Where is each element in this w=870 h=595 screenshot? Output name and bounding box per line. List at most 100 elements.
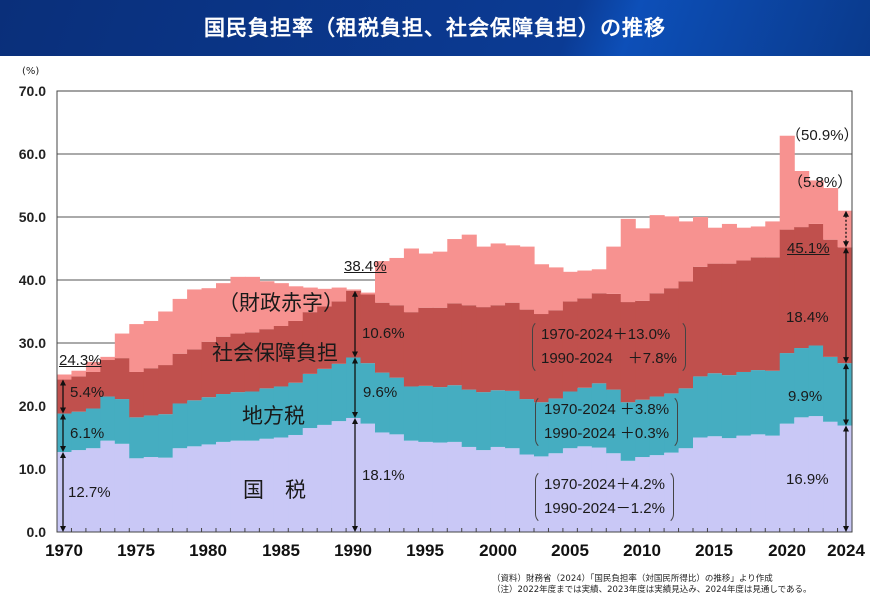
bar-segment-1979-s2: [187, 349, 203, 401]
bar-segment-1987-s1: [302, 373, 318, 429]
arrow-head-icon: [60, 526, 66, 532]
national-change-1970: 1970-2024＋4.2%: [544, 476, 665, 493]
x-tick: 1980: [189, 541, 227, 560]
bar-segment-2019-s0: [765, 435, 781, 532]
bar-segment-2010-s0: [635, 457, 651, 532]
bar-segment-1977-s3: [158, 311, 174, 366]
y-tick: 50.0: [18, 209, 46, 225]
bar-segment-1984-s0: [259, 438, 275, 532]
footnote: （注）2022年度までは実績、2023年度は実績見込み、2024年度は見通しであ…: [492, 585, 812, 595]
bar-segment-2014-s3: [693, 217, 709, 267]
arrow-head-icon: [60, 413, 66, 420]
bar-segment-1983-s2: [244, 332, 260, 392]
title-banner: 国民負担率（租税負担、社会保障負担）の推移: [0, 0, 870, 56]
bar-segment-1996-s1: [432, 387, 448, 443]
bar-segment-1995-s1: [418, 385, 434, 442]
bar-segment-1992-s3: [375, 261, 391, 303]
bar-segment-2005-s2: [562, 301, 578, 392]
bar-segment-2011-s1: [649, 396, 665, 456]
bar-segment-1985-s1: [273, 386, 289, 438]
bar-segment-1984-s3: [259, 281, 275, 330]
bar-segment-2022-s2: [808, 223, 824, 346]
bar-segment-1978-s3: [172, 298, 188, 354]
bar-segment-2011-s3: [649, 215, 665, 294]
bar-segment-1993-s1: [389, 377, 405, 435]
bar-segment-1997-s0: [447, 441, 463, 532]
bar-segment-2017-s3: [736, 227, 752, 261]
local-change-1970: 1970-2024 ＋3.8%: [544, 401, 670, 418]
y-tick: 10.0: [18, 461, 46, 477]
y-tick: 70.0: [18, 83, 46, 99]
bar-segment-1977-s2: [158, 365, 174, 415]
bar-segment-1998-s2: [461, 305, 477, 390]
ss-change-1990: 1990-2024 ＋7.8%: [541, 350, 677, 367]
x-tick: 2020: [768, 541, 806, 560]
x-tick: 2024: [827, 541, 865, 560]
bar-segment-2001-s2: [505, 302, 521, 391]
bar-segment-1971-s0: [71, 450, 87, 532]
bar-segment-1976-s2: [143, 368, 159, 416]
bar-segment-1989-s2: [331, 301, 347, 364]
bar-segment-1972-s0: [85, 448, 101, 532]
bar-segment-1985-s0: [273, 437, 289, 532]
label-1970-national: 12.7%: [68, 484, 111, 501]
bar-segment-2023-s0: [823, 421, 839, 532]
bar-segment-2001-s0: [505, 448, 521, 532]
arrow-head-icon: [60, 379, 66, 386]
bar-segment-2018-s3: [750, 226, 766, 258]
bar-segment-2021-s0: [794, 417, 810, 532]
bar-segment-2016-s1: [721, 375, 737, 439]
bar-segment-1988-s2: [317, 306, 333, 369]
bar-segment-2002-s1: [519, 399, 535, 455]
x-tick: 1985: [262, 541, 300, 560]
bar-segment-1994-s1: [403, 386, 419, 441]
bar-segment-2017-s0: [736, 435, 752, 532]
bar-segment-2022-s1: [808, 345, 824, 417]
bar-segment-2008-s2: [606, 293, 622, 390]
bar-segment-1990-s1: [346, 357, 362, 418]
bar-segment-2006-s1: [577, 387, 593, 447]
y-tick: 0.0: [26, 524, 46, 540]
bar-segment-1999-s0: [476, 450, 492, 532]
bar-segment-1970-s3: [57, 374, 73, 380]
bar-segment-2020-s2: [779, 229, 795, 354]
bar-segment-2021-s3: [794, 171, 810, 228]
bar-segment-2010-s3: [635, 228, 651, 301]
bar-segment-1982-s1: [230, 392, 246, 441]
bar-segment-1995-s0: [418, 441, 434, 532]
bar-segment-1971-s2: [71, 376, 87, 412]
plot-frame: [56, 90, 853, 533]
bar-segment-2020-s0: [779, 423, 795, 532]
bar-segment-2024-s2: [837, 247, 853, 364]
bar-segment-2007-s1: [591, 383, 607, 448]
arrow-head-icon: [843, 247, 849, 254]
bar-segment-1987-s2: [302, 312, 318, 374]
bar-segment-1989-s3: [331, 287, 347, 302]
bar-segment-1983-s0: [244, 440, 260, 532]
bar-segment-2015-s1: [707, 373, 723, 437]
bar-segment-2014-s0: [693, 437, 709, 532]
bar-segment-1997-s3: [447, 239, 463, 304]
ss-change-box: 1970-2024＋13.0% 1990-2024 ＋7.8%: [532, 320, 686, 374]
bar-segment-1993-s2: [389, 305, 405, 378]
bar-segment-2000-s3: [490, 243, 506, 306]
bar-segment-1993-s0: [389, 434, 405, 532]
x-tick: 1975: [117, 541, 155, 560]
bar-segment-2012-s1: [664, 393, 680, 453]
bar-segment-1999-s3: [476, 246, 492, 308]
bar-segment-2018-s1: [750, 370, 766, 435]
arrow-head-icon: [843, 241, 849, 248]
bar-segment-2005-s0: [562, 448, 578, 532]
bar-segment-2016-s0: [721, 438, 737, 532]
bar-segment-2023-s1: [823, 356, 839, 422]
label-1990-ss: 10.6%: [362, 325, 405, 342]
arrow-head-icon: [843, 357, 849, 364]
bar-segment-1996-s0: [432, 442, 448, 532]
bar-segment-1991-s0: [360, 423, 376, 532]
bar-segment-1984-s2: [259, 329, 275, 389]
bar-segment-2022-s0: [808, 416, 824, 532]
bar-segment-1973-s1: [100, 396, 116, 441]
bar-segment-1978-s1: [172, 403, 188, 449]
bar-segment-1995-s2: [418, 307, 434, 386]
bar-segment-1996-s2: [432, 307, 448, 388]
